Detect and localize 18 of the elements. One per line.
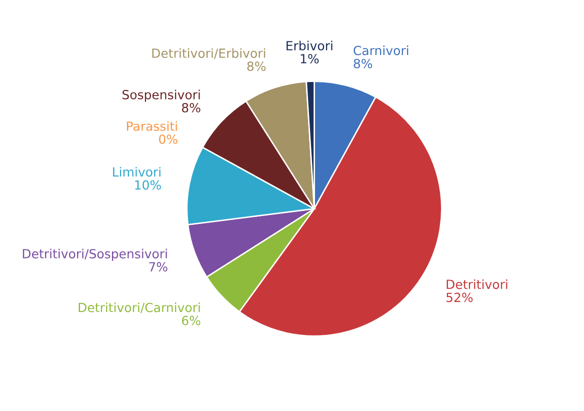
data-label: 6% bbox=[182, 316, 200, 326]
text: 0% bbox=[159, 134, 178, 144]
slice-label: Detritivori/Sospensivori bbox=[22, 248, 167, 261]
data-label: 52% bbox=[446, 292, 473, 302]
slice-label: Detritivori/Carnivori bbox=[78, 302, 200, 314]
data-label: 10% bbox=[135, 180, 161, 190]
slice-label: Detritivori/Erbivori bbox=[152, 48, 266, 59]
data-label: 8% bbox=[354, 58, 372, 68]
slice-label: Erbivori bbox=[286, 40, 332, 50]
data-label: 8% bbox=[247, 62, 266, 71]
data-label: 7% bbox=[149, 262, 168, 272]
data-label: 1% bbox=[300, 54, 319, 64]
slice-label: Detritivori bbox=[446, 279, 508, 290]
category-label: Parassiti bbox=[127, 121, 177, 131]
slice-label: Carnivori bbox=[354, 46, 408, 56]
data-label: 8% bbox=[182, 102, 200, 112]
slice-label: Sospensivori bbox=[122, 90, 200, 102]
slice-label: Limivori bbox=[113, 166, 160, 177]
